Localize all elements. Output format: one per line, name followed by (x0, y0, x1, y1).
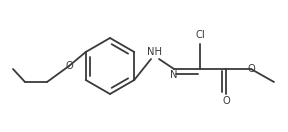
Text: NH: NH (147, 47, 162, 57)
Text: N: N (170, 70, 178, 80)
Text: O: O (222, 96, 230, 106)
Text: O: O (65, 61, 73, 71)
Text: O: O (247, 64, 255, 74)
Text: Cl: Cl (195, 30, 205, 40)
